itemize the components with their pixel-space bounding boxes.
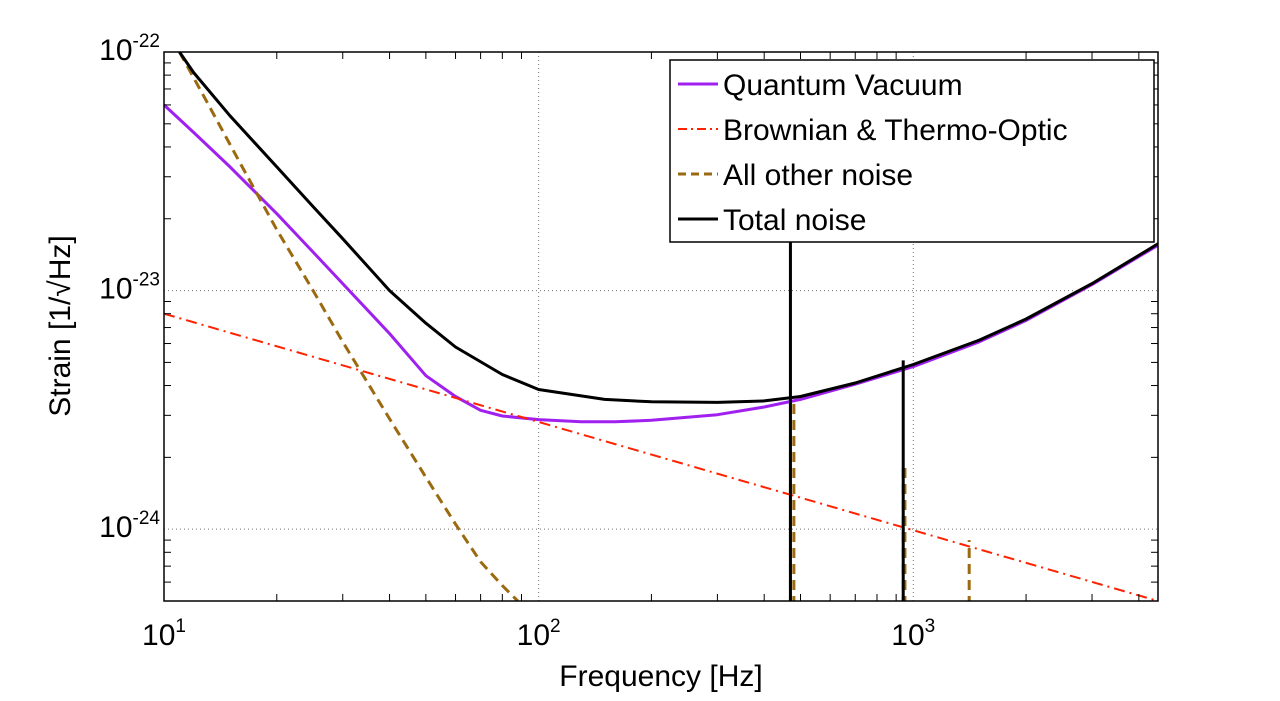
ticks: 101 102 103 10-24 10-23 10-22 [99,31,1158,652]
x-tick-label: 102 [517,616,561,652]
legend-label-quantum-vacuum: Quantum Vacuum [723,69,963,102]
series-layer [164,52,1158,601]
series-line-all-other-noise [178,52,519,601]
x-tick-label: 101 [142,616,186,652]
series-line-brownian-thermo-optic [164,312,1158,601]
y-axis-title: Strain [1/√Hz] [44,235,77,417]
plot-frame [163,51,1159,602]
legend-label-brownian-thermo-optic: Brownian & Thermo-Optic [723,114,1068,147]
x-tick-label: 103 [891,616,935,652]
y-tick-label: 10-24 [99,508,160,544]
series-line-quantum-vacuum [164,103,1158,424]
legend-label-all-other-noise: All other noise [723,159,913,192]
x-axis-title: Frequency [Hz] [559,660,762,693]
grid [164,52,1158,601]
legend-label-total-noise: Total noise [723,204,866,237]
y-tick-label: 10-22 [99,31,160,67]
legend-box [669,59,1155,243]
y-tick-label: 10-23 [99,270,160,306]
series-line-total-noise [178,52,1158,404]
legend: Quantum Vacuum Brownian & Thermo-Optic All… [669,59,1155,243]
